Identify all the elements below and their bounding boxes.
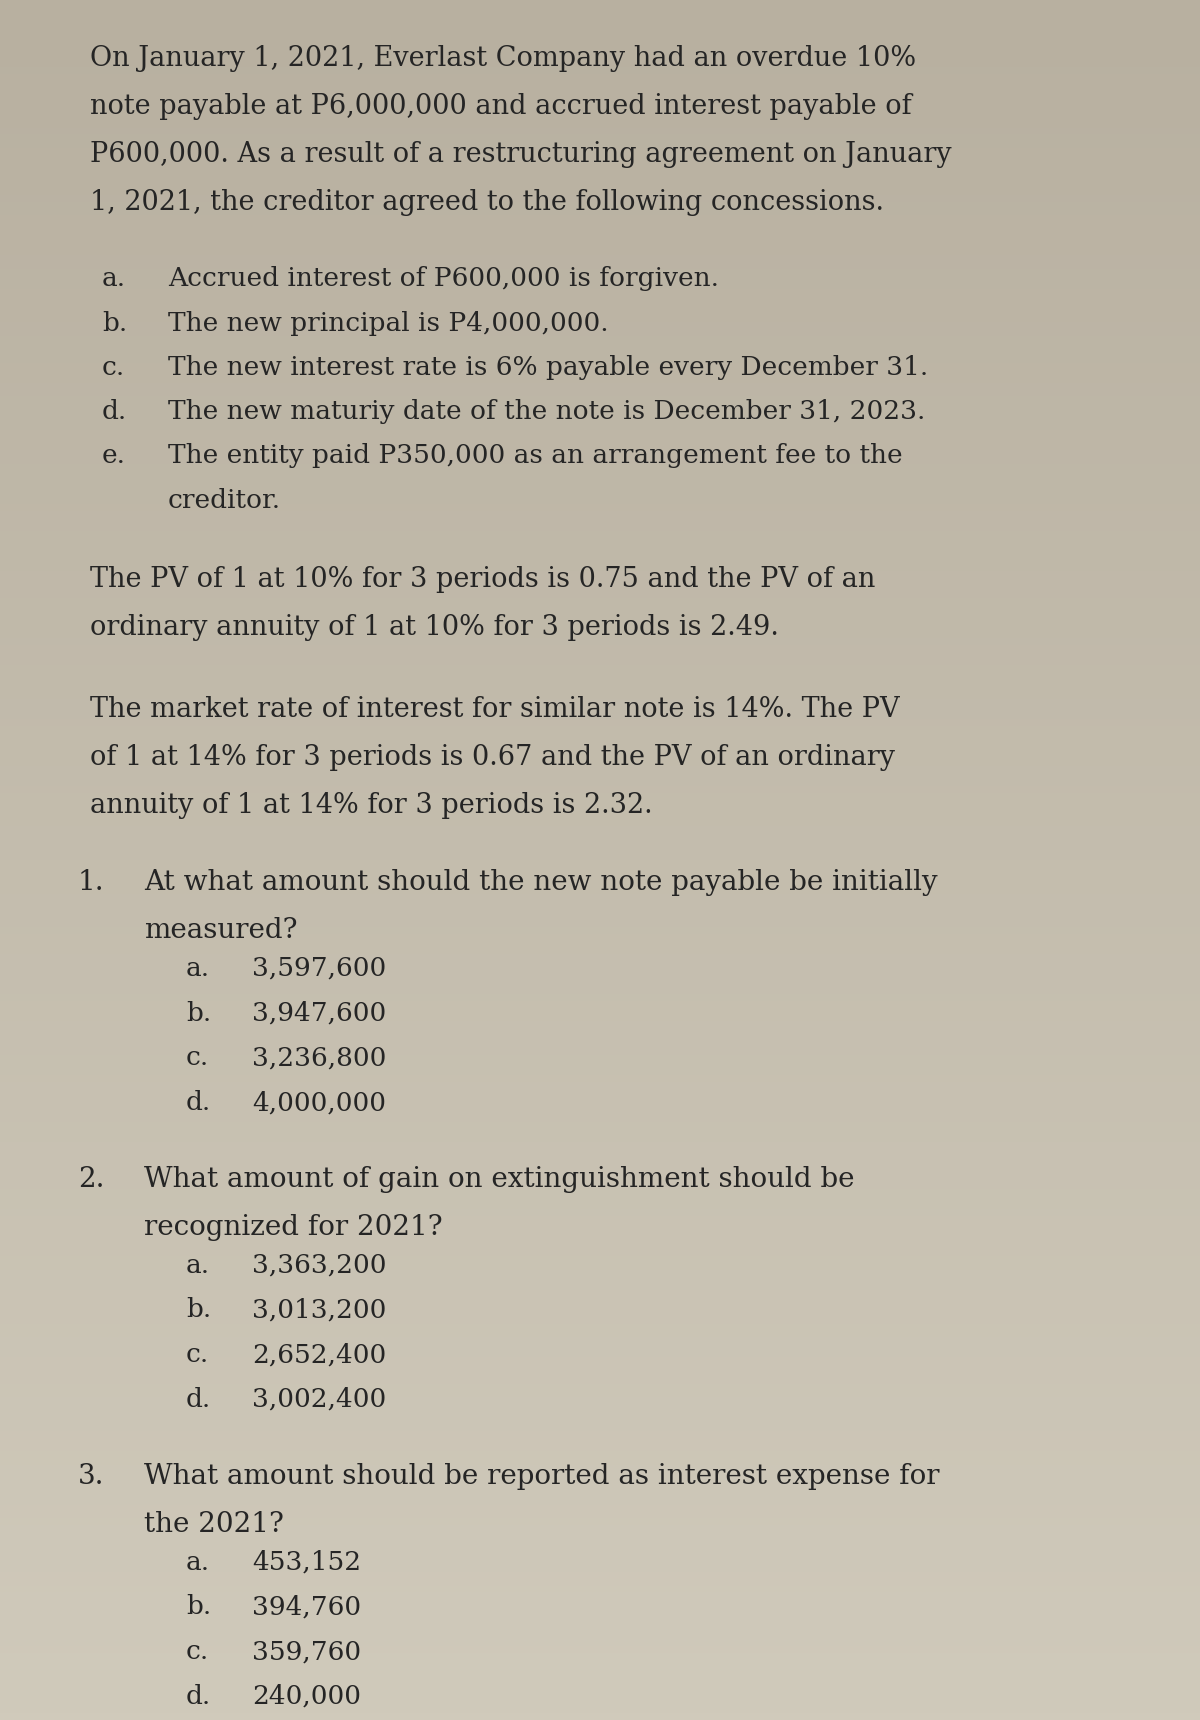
Text: Accrued interest of P600,000 is forgiven.: Accrued interest of P600,000 is forgiven… [168, 267, 719, 291]
Text: 3,947,600: 3,947,600 [252, 1001, 386, 1025]
Text: a.: a. [186, 956, 210, 980]
Text: c.: c. [186, 1639, 209, 1663]
Text: 359,760: 359,760 [252, 1639, 361, 1663]
Text: 240,000: 240,000 [252, 1684, 361, 1708]
Text: b.: b. [186, 1594, 211, 1619]
Text: The PV of 1 at 10% for 3 periods is 0.75 and the PV of an: The PV of 1 at 10% for 3 periods is 0.75… [90, 566, 875, 593]
Text: 394,760: 394,760 [252, 1594, 361, 1619]
Text: 4,000,000: 4,000,000 [252, 1090, 386, 1115]
Text: 1.: 1. [78, 869, 104, 896]
Text: note payable at P6,000,000 and accrued interest payable of: note payable at P6,000,000 and accrued i… [90, 93, 912, 120]
Text: ordinary annuity of 1 at 10% for 3 periods is 2.49.: ordinary annuity of 1 at 10% for 3 perio… [90, 614, 779, 642]
Text: e.: e. [102, 444, 126, 468]
Text: 3.: 3. [78, 1464, 104, 1490]
Text: recognized for 2021?: recognized for 2021? [144, 1214, 443, 1242]
Text: 3,236,800: 3,236,800 [252, 1046, 386, 1070]
Text: d.: d. [186, 1684, 211, 1708]
Text: of 1 at 14% for 3 periods is 0.67 and the PV of an ordinary: of 1 at 14% for 3 periods is 0.67 and th… [90, 745, 895, 771]
Text: The market rate of interest for similar note is 14%. The PV: The market rate of interest for similar … [90, 697, 900, 722]
Text: 453,152: 453,152 [252, 1550, 361, 1574]
Text: c.: c. [186, 1046, 209, 1070]
Text: 2.: 2. [78, 1166, 104, 1194]
Text: 2,652,400: 2,652,400 [252, 1342, 386, 1367]
Text: On January 1, 2021, Everlast Company had an overdue 10%: On January 1, 2021, Everlast Company had… [90, 45, 916, 72]
Text: At what amount should the new note payable be initially: At what amount should the new note payab… [144, 869, 937, 896]
Text: c.: c. [186, 1342, 209, 1367]
Text: The entity paid P350,000 as an arrangement fee to the: The entity paid P350,000 as an arrangeme… [168, 444, 902, 468]
Text: b.: b. [186, 1297, 211, 1323]
Text: c.: c. [102, 354, 125, 380]
Text: the 2021?: the 2021? [144, 1512, 284, 1538]
Text: b.: b. [186, 1001, 211, 1025]
Text: measured?: measured? [144, 917, 298, 944]
Text: a.: a. [186, 1550, 210, 1574]
Text: 1, 2021, the creditor agreed to the following concessions.: 1, 2021, the creditor agreed to the foll… [90, 189, 884, 217]
Text: The new interest rate is 6% payable every December 31.: The new interest rate is 6% payable ever… [168, 354, 929, 380]
Text: d.: d. [102, 399, 127, 425]
Text: creditor.: creditor. [168, 488, 281, 513]
Text: b.: b. [102, 311, 127, 335]
Text: d.: d. [186, 1386, 211, 1412]
Text: What amount of gain on extinguishment should be: What amount of gain on extinguishment sh… [144, 1166, 854, 1194]
Text: 3,597,600: 3,597,600 [252, 956, 386, 980]
Text: The new maturiy date of the note is December 31, 2023.: The new maturiy date of the note is Dece… [168, 399, 925, 425]
Text: a.: a. [102, 267, 126, 291]
Text: The new principal is P4,000,000.: The new principal is P4,000,000. [168, 311, 608, 335]
Text: annuity of 1 at 14% for 3 periods is 2.32.: annuity of 1 at 14% for 3 periods is 2.3… [90, 793, 653, 819]
Text: a.: a. [186, 1252, 210, 1278]
Text: 3,013,200: 3,013,200 [252, 1297, 386, 1323]
Text: 3,363,200: 3,363,200 [252, 1252, 386, 1278]
Text: P600,000. As a result of a restructuring agreement on January: P600,000. As a result of a restructuring… [90, 141, 952, 169]
Text: What amount should be reported as interest expense for: What amount should be reported as intere… [144, 1464, 940, 1490]
Text: d.: d. [186, 1090, 211, 1115]
Text: 3,002,400: 3,002,400 [252, 1386, 386, 1412]
